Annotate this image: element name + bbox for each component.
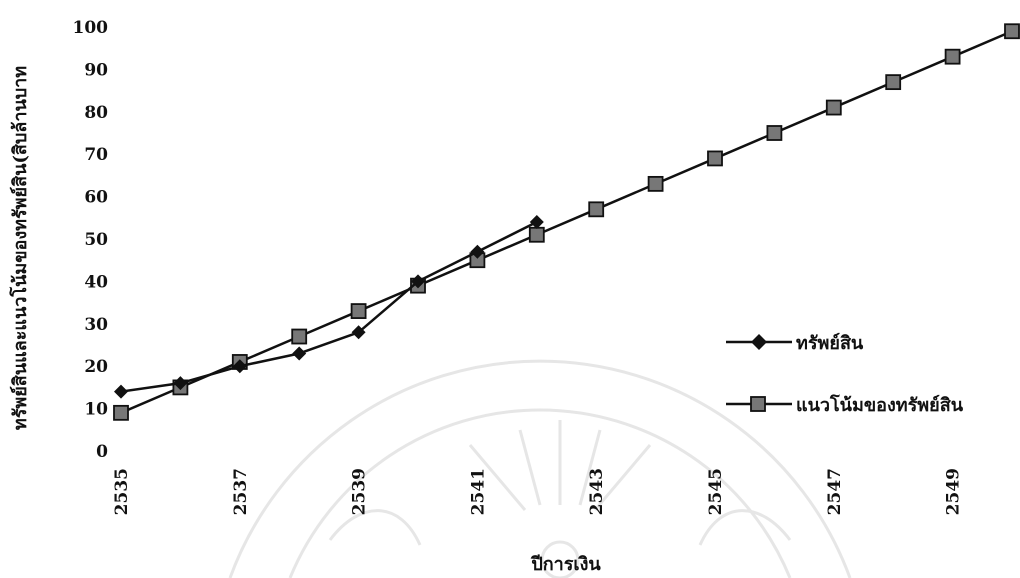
data-point-trend bbox=[885, 74, 902, 91]
x-axis-title: ปีการเงิน bbox=[530, 554, 601, 575]
x-tick-label: 2539 bbox=[350, 468, 370, 515]
data-point-trend bbox=[944, 48, 961, 65]
square-marker-icon bbox=[750, 396, 766, 412]
data-point-trend bbox=[766, 125, 783, 141]
x-tick-label: 2541 bbox=[468, 468, 488, 515]
data-point-trend bbox=[588, 201, 605, 218]
y-tick-label: 50 bbox=[84, 230, 108, 250]
data-point-trend bbox=[350, 303, 367, 319]
data-point-trend bbox=[528, 226, 545, 243]
data-point-trend bbox=[707, 150, 723, 167]
x-tick-label: 2535 bbox=[112, 468, 132, 515]
data-point-assets bbox=[529, 215, 544, 230]
y-tick-label: 60 bbox=[84, 188, 108, 208]
x-tick-label: 2547 bbox=[825, 468, 845, 515]
y-tick-label: 30 bbox=[84, 315, 108, 335]
data-point-assets bbox=[351, 325, 366, 340]
legend-label-trend: แนวโน้มของทรัพย์สิน bbox=[796, 394, 964, 416]
x-tick-label: 2543 bbox=[587, 468, 607, 515]
y-tick-label: 100 bbox=[73, 18, 109, 38]
series-line-trend bbox=[120, 30, 1013, 414]
y-tick-label: 70 bbox=[84, 145, 108, 165]
data-point-trend bbox=[825, 99, 842, 116]
y-tick-label: 0 bbox=[96, 442, 108, 462]
y-tick-label: 10 bbox=[84, 400, 108, 420]
y-axis-tick-labels: 0 10 20 30 40 50 60 70 80 90 100 bbox=[73, 18, 109, 462]
legend: ทรัพย์สิน แนวโน้มของทรัพย์สิน bbox=[726, 332, 964, 416]
x-tick-label: 2545 bbox=[706, 468, 726, 515]
y-tick-label: 80 bbox=[84, 103, 108, 123]
series-line-assets bbox=[120, 220, 538, 393]
data-point-trend bbox=[647, 175, 664, 192]
data-point-assets bbox=[411, 274, 425, 289]
y-tick-label: 20 bbox=[84, 357, 108, 377]
legend-label-assets: ทรัพย์สิน bbox=[796, 332, 864, 354]
x-tick-label: 2549 bbox=[944, 468, 964, 515]
data-point-trend bbox=[291, 328, 308, 345]
x-tick-label: 2537 bbox=[231, 468, 251, 515]
plot-area bbox=[113, 23, 1020, 421]
data-point-assets bbox=[232, 359, 247, 374]
diamond-marker-icon bbox=[751, 334, 767, 350]
y-tick-label: 40 bbox=[84, 272, 108, 292]
legend-item-trend: แนวโน้มของทรัพย์สิน bbox=[726, 394, 964, 416]
data-point-assets bbox=[470, 244, 485, 259]
data-point-trend bbox=[1004, 23, 1020, 40]
data-point-trend bbox=[113, 404, 129, 421]
data-point-assets bbox=[292, 346, 307, 361]
y-tick-label: 90 bbox=[84, 60, 108, 80]
data-point-assets bbox=[114, 384, 128, 399]
y-axis-title: ทรัพย์สินและแนวโน้มของทรัพย์สิน(สิบล้านบ… bbox=[9, 66, 31, 430]
legend-item-assets: ทรัพย์สิน bbox=[726, 332, 864, 354]
data-point-assets bbox=[173, 376, 188, 391]
seal-watermark bbox=[228, 359, 852, 578]
x-axis-tick-labels: 2535 2537 2539 2541 2543 2545 2547 2549 bbox=[112, 468, 964, 515]
